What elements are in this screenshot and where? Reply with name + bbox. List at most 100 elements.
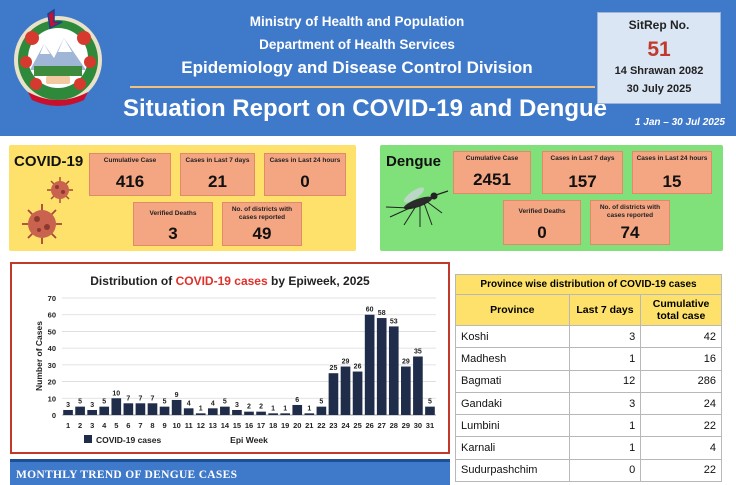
bar bbox=[256, 411, 266, 415]
dengue-last-24-hours: Cases in Last 24 hours 15 bbox=[632, 151, 712, 194]
province-name: Sudurpashchim bbox=[455, 458, 570, 483]
data-label: 7 bbox=[126, 395, 130, 402]
bar bbox=[87, 409, 97, 415]
chart-title-suffix: by Epiweek, 2025 bbox=[267, 274, 370, 288]
y-tick-label: 10 bbox=[48, 394, 56, 403]
dengue-verified-deaths: Verified Deaths 0 bbox=[503, 200, 581, 245]
stat-value: 74 bbox=[620, 223, 640, 242]
covid-last-7-days: Cases in Last 7 days 21 bbox=[180, 153, 255, 196]
x-tick-label: 22 bbox=[317, 421, 325, 430]
chart-title: Distribution of COVID-19 cases by Epiwee… bbox=[12, 274, 448, 288]
province-last-7-days: 0 bbox=[568, 458, 642, 483]
data-label: 29 bbox=[342, 359, 350, 366]
province-name: Karnali bbox=[455, 436, 570, 460]
province-last-7-days: 1 bbox=[568, 414, 642, 438]
x-tick-label: 1 bbox=[66, 421, 70, 430]
report-period: 1 Jan – 30 Jul 2025 bbox=[634, 117, 725, 128]
data-label: 35 bbox=[414, 349, 422, 356]
data-label: 2 bbox=[259, 404, 263, 411]
bar bbox=[328, 373, 339, 415]
y-tick-label: 50 bbox=[48, 327, 56, 336]
y-tick-label: 20 bbox=[48, 378, 56, 387]
stat-label: No. of districts with cases reported bbox=[231, 206, 293, 221]
monthly-dengue-title: MONTHLY TREND OF DENGUE CASES bbox=[16, 469, 238, 481]
x-tick-label: 4 bbox=[102, 421, 107, 430]
bar bbox=[340, 366, 351, 415]
bar bbox=[244, 411, 254, 415]
data-label: 6 bbox=[295, 397, 299, 404]
x-tick-label: 28 bbox=[390, 421, 398, 430]
province-last-7-days: 3 bbox=[568, 324, 642, 349]
sitrep-label: SitRep No. bbox=[628, 18, 690, 32]
data-label: 1 bbox=[199, 405, 203, 412]
bar bbox=[123, 403, 134, 415]
table-row: Lumbini 1 22 bbox=[455, 414, 722, 438]
chart-title-highlight: COVID-19 cases bbox=[175, 274, 268, 288]
bar bbox=[376, 318, 387, 415]
x-tick-label: 9 bbox=[162, 421, 166, 430]
bar bbox=[147, 403, 158, 415]
y-axis-label: Number of Cases bbox=[34, 321, 44, 391]
nepal-emblem-icon bbox=[14, 8, 102, 106]
monthly-dengue-section: MONTHLY TREND OF DENGUE CASES bbox=[10, 459, 450, 485]
stat-label: Cases in Last 24 hours bbox=[636, 155, 708, 162]
stat-value: 2451 bbox=[473, 170, 511, 189]
x-tick-label: 27 bbox=[378, 421, 386, 430]
bar bbox=[413, 356, 423, 415]
stat-label: Verified Deaths bbox=[149, 210, 197, 217]
stat-value: 49 bbox=[252, 224, 272, 243]
table-row: Gandaki 3 24 bbox=[455, 391, 722, 416]
stat-label: Cases in Last 7 days bbox=[185, 157, 250, 164]
bar bbox=[364, 314, 375, 415]
covid-epiweek-chart: Distribution of COVID-19 cases by Epiwee… bbox=[10, 262, 450, 454]
data-label: 60 bbox=[366, 307, 374, 314]
stat-value: 15 bbox=[662, 172, 682, 191]
report-title: Situation Report on COVID-19 and Dengue bbox=[122, 95, 608, 122]
bar bbox=[268, 413, 278, 415]
dengue-cumulative-case: Cumulative Case 2451 bbox=[453, 151, 531, 194]
stat-value: 3 bbox=[168, 224, 178, 243]
covid-districts-reported: No. of districts with cases reported 49 bbox=[222, 202, 302, 246]
province-name: Lumbini bbox=[455, 414, 570, 438]
stat-value: 157 bbox=[568, 172, 597, 191]
stat-label: No. of districts with cases reported bbox=[599, 204, 661, 219]
data-label: 10 bbox=[112, 390, 120, 397]
bar bbox=[280, 413, 291, 415]
x-tick-label: 12 bbox=[197, 421, 205, 430]
bar bbox=[207, 408, 218, 415]
bar bbox=[352, 371, 363, 415]
chart-title-prefix: Distribution of bbox=[90, 274, 176, 288]
sitrep-number: 51 bbox=[647, 38, 671, 61]
data-label: 3 bbox=[235, 402, 239, 409]
header-last-7-days: Last 7 days bbox=[568, 294, 642, 326]
header-cumulative: Cumulative total case bbox=[640, 294, 722, 326]
department-name: Department of Health Services bbox=[259, 37, 455, 52]
x-tick-label: 8 bbox=[150, 421, 154, 430]
x-tick-label: 16 bbox=[245, 421, 253, 430]
province-cumulative: 16 bbox=[640, 347, 722, 371]
division-name: Epidemiology and Disease Control Divisio… bbox=[181, 58, 533, 77]
table-row: Sudurpashchim 0 22 bbox=[455, 458, 722, 483]
x-tick-label: 3 bbox=[90, 421, 94, 430]
stat-label: Verified Deaths bbox=[518, 208, 566, 215]
dengue-title: Dengue bbox=[386, 153, 442, 170]
data-label: 3 bbox=[66, 402, 70, 409]
bar bbox=[111, 398, 122, 415]
virus-icon bbox=[47, 177, 73, 203]
x-tick-label: 23 bbox=[329, 421, 337, 430]
y-tick-label: 0 bbox=[52, 411, 56, 420]
x-tick-label: 17 bbox=[257, 421, 265, 430]
y-tick-label: 70 bbox=[48, 294, 56, 303]
dengue-summary-panel: Dengue Cumulative Case 2451 Cases in Las… bbox=[380, 145, 723, 251]
dengue-districts-reported: No. of districts with cases reported 74 bbox=[590, 200, 670, 245]
covid-summary-panel: COVID-19 Cumulative Case 416 Cases in La… bbox=[9, 145, 356, 251]
data-label: 7 bbox=[138, 395, 142, 402]
x-tick-label: 26 bbox=[365, 421, 373, 430]
stat-value: 21 bbox=[208, 172, 227, 191]
data-label: 5 bbox=[163, 399, 167, 406]
bar bbox=[292, 404, 303, 415]
covid-cumulative-case: Cumulative Case 416 bbox=[89, 153, 171, 196]
table-caption: Province wise distribution of COVID-19 c… bbox=[455, 274, 722, 295]
legend-swatch bbox=[84, 435, 92, 443]
